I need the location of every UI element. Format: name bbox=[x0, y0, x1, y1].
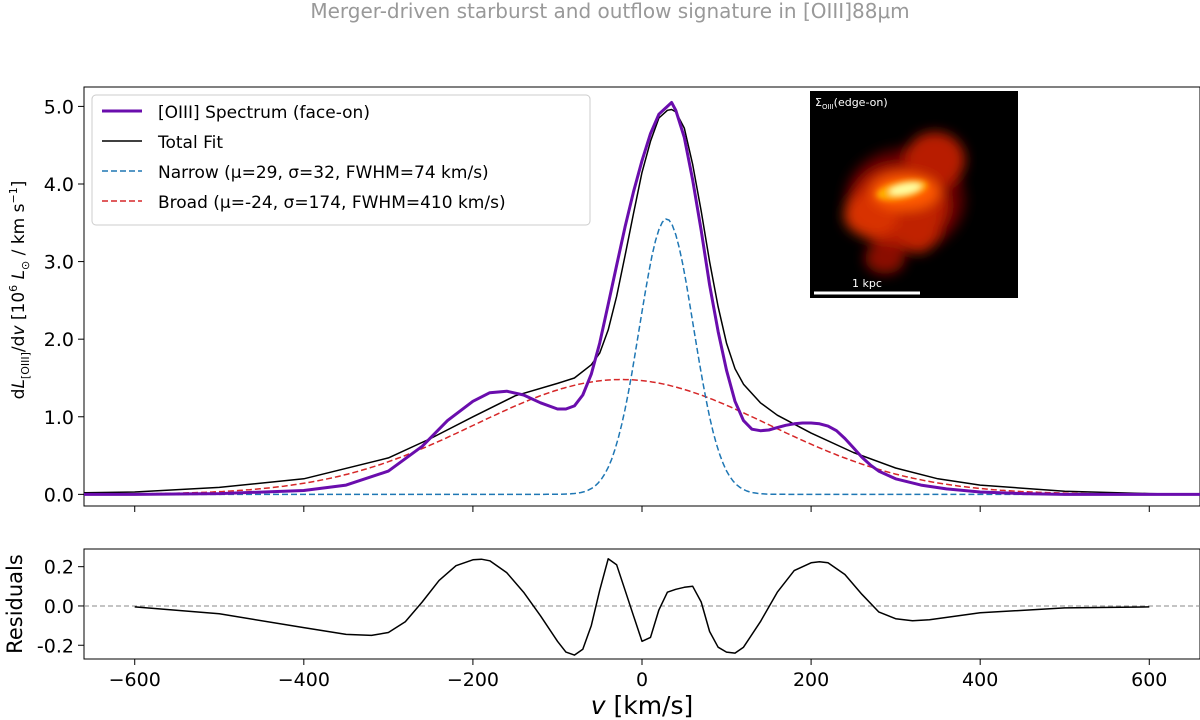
residual-y-tick-label: 0.0 bbox=[44, 596, 74, 618]
main-y-ticks: 0.0 1.0 2.0 3.0 4.0 5.0 bbox=[44, 96, 84, 506]
series-line-narrow bbox=[84, 218, 1200, 496]
series-line-total-fit bbox=[84, 108, 1200, 496]
x-axis-label: v [km/s] bbox=[591, 691, 694, 720]
y-tick-label: 3.0 bbox=[44, 252, 74, 274]
x-tick-label: 200 bbox=[793, 669, 829, 691]
main-series bbox=[84, 101, 1200, 496]
residuals-line bbox=[134, 558, 1150, 656]
residuals-x-ticks: −600 −400 −200 0 200 400 600 bbox=[109, 659, 1167, 691]
x-tick-label: 0 bbox=[636, 669, 648, 691]
x-tick-label: −200 bbox=[447, 669, 499, 691]
x-tick-label: −400 bbox=[278, 669, 330, 691]
residuals-plot-area bbox=[83, 548, 1200, 660]
legend: [OIII] Spectrum (face-on) Total Fit Narr… bbox=[91, 94, 591, 226]
inset-image: ΣOIII(edge-on) 1 kpc bbox=[810, 91, 1018, 298]
y-tick-label: 5.0 bbox=[44, 96, 74, 118]
legend-label-broad: Broad (μ=-24, σ=174, FWHM=410 km/s) bbox=[158, 193, 506, 213]
series-line-broad bbox=[84, 378, 1200, 496]
main-x-ticks bbox=[134, 506, 1150, 512]
y-tick-label: 0.0 bbox=[44, 484, 74, 506]
legend-entry-total-fit: Total Fit bbox=[102, 133, 223, 153]
x-tick-label: 400 bbox=[962, 669, 998, 691]
x-tick-label: 600 bbox=[1131, 669, 1167, 691]
chart-title: Merger-driven starburst and outflow sign… bbox=[310, 0, 909, 23]
y-tick-label: 2.0 bbox=[44, 329, 74, 351]
legend-label-spectrum: [OIII] Spectrum (face-on) bbox=[158, 103, 370, 123]
residuals-series bbox=[84, 558, 1200, 656]
y-tick-label: 1.0 bbox=[44, 407, 74, 429]
legend-label-narrow: Narrow (μ=29, σ=32, FWHM=74 km/s) bbox=[158, 163, 489, 183]
residual-y-tick-label: 0.2 bbox=[44, 557, 74, 579]
inset-label: ΣOIII(edge-on) bbox=[815, 96, 888, 111]
legend-entry-broad: Broad (μ=-24, σ=174, FWHM=410 km/s) bbox=[102, 193, 506, 213]
residuals-y-ticks: -0.2 0.0 0.2 bbox=[37, 557, 84, 657]
main-y-axis-label: dL[OIII]/dv [106 L⊙ / km s−1] bbox=[7, 181, 32, 400]
y-tick-label: 4.0 bbox=[44, 174, 74, 196]
residual-y-tick-label: -0.2 bbox=[37, 635, 74, 657]
x-tick-label: −600 bbox=[109, 669, 161, 691]
legend-entry-narrow: Narrow (μ=29, σ=32, FWHM=74 km/s) bbox=[102, 163, 489, 183]
inset-scalebar-label: 1 kpc bbox=[852, 277, 882, 290]
legend-entry-spectrum: [OIII] Spectrum (face-on) bbox=[102, 103, 370, 123]
series-line-spectrum bbox=[84, 101, 1200, 496]
residuals-y-axis-label: Residuals bbox=[3, 554, 27, 654]
legend-label-total-fit: Total Fit bbox=[157, 133, 223, 153]
